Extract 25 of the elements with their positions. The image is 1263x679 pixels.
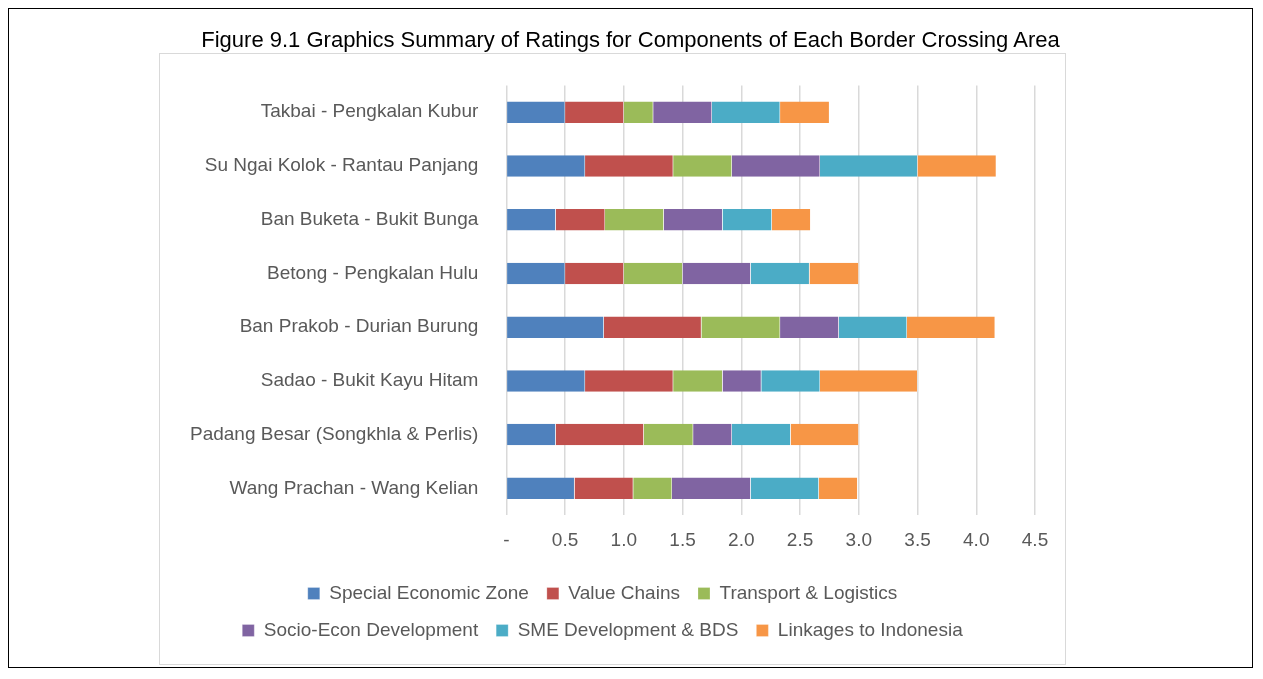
y-tick-label: Ban Buketa - Bukit Bunga <box>260 207 479 229</box>
y-tick-label: Padang Besar (Songkhla & Perlis) <box>189 422 479 444</box>
x-tick-label: 0.5 <box>551 528 579 550</box>
y-tick-label: Sadao - Bukit Kayu Hitam <box>260 369 479 391</box>
y-tick-label: Wang Prachan - Wang Kelian <box>229 476 479 498</box>
y-tick-label: Takbai - Pengkalan Kubur <box>260 100 479 122</box>
chart-title: Figure 9.1 Graphics Summary of Ratings for Components of Each Border Crossing Area <box>200 27 1061 53</box>
x-tick-label: 2.5 <box>786 528 814 550</box>
x-tick-label: 1.0 <box>610 528 638 550</box>
x-tick-label: - <box>503 528 510 550</box>
x-tick-label: 2.0 <box>728 528 755 550</box>
legend-label: SME Development & BDS <box>517 618 739 640</box>
legend-label: Linkages to Indonesia <box>777 618 964 640</box>
x-tick-label: 4.5 <box>1021 528 1049 550</box>
legend-label: Socio-Econ Development <box>263 618 479 640</box>
legend-label: Value Chains <box>568 581 680 603</box>
x-tick-label: 3.0 <box>845 528 872 550</box>
x-tick-label: 1.5 <box>669 528 696 550</box>
y-tick-label: Ban Prakob - Durian Burung <box>239 315 479 337</box>
x-tick-label: 3.5 <box>904 528 931 550</box>
x-tick-label: 4.0 <box>963 528 990 550</box>
legend-label: Transport & Logistics <box>719 581 898 603</box>
y-tick-label: Betong - Pengkalan Hulu <box>267 261 479 283</box>
legend-label: Special Economic Zone <box>329 581 529 603</box>
y-tick-label: Su Ngai Kolok - Rantau Panjang <box>204 154 479 176</box>
